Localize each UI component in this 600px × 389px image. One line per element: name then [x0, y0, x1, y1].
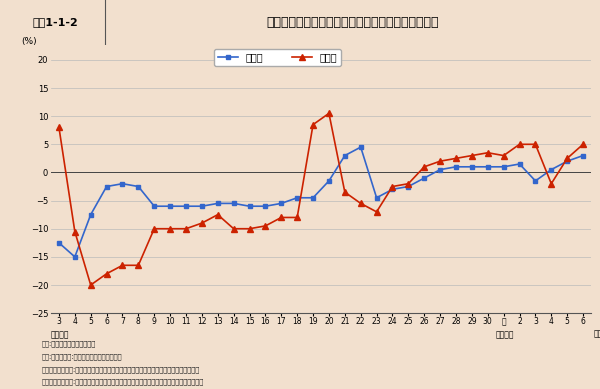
Text: 資料:国土交通省「地価公示」: 資料:国土交通省「地価公示」 [42, 340, 96, 347]
住宅地 [341, 153, 349, 158]
住宅地 [135, 184, 142, 189]
Text: （年）: （年） [594, 329, 600, 338]
商業地 [278, 215, 285, 220]
商業地 [230, 226, 237, 231]
住宅地 [389, 187, 396, 192]
Legend: 住宅地, 商業地: 住宅地, 商業地 [214, 49, 341, 67]
住宅地 [71, 254, 79, 259]
商業地 [563, 156, 571, 161]
Text: 注:三大都市圏:東京圏、大阪圏、名古屋圏: 注:三大都市圏:東京圏、大阪圏、名古屋圏 [42, 353, 122, 360]
Text: （令和）: （令和） [496, 331, 514, 340]
住宅地 [87, 212, 94, 217]
商業地 [357, 201, 364, 206]
商業地 [71, 229, 79, 234]
Text: 三大都市圏における地価の対前年平均変動率の推移: 三大都市圏における地価の対前年平均変動率の推移 [266, 16, 439, 29]
住宅地 [484, 165, 491, 169]
住宅地 [230, 201, 237, 206]
商業地 [341, 190, 349, 194]
住宅地 [468, 165, 475, 169]
住宅地 [516, 162, 523, 166]
住宅地 [246, 204, 253, 209]
商業地 [405, 181, 412, 186]
住宅地 [563, 159, 571, 163]
商業地 [452, 156, 460, 161]
商業地 [532, 142, 539, 147]
商業地 [262, 224, 269, 228]
商業地 [548, 181, 555, 186]
住宅地 [182, 204, 190, 209]
住宅地 [55, 240, 62, 245]
商業地 [484, 151, 491, 155]
Text: 図表1-1-2: 図表1-1-2 [32, 18, 79, 27]
商業地 [246, 226, 253, 231]
住宅地 [325, 179, 332, 183]
商業地 [516, 142, 523, 147]
商業地 [87, 283, 94, 287]
Text: 大　阪　圏:近畿圏整備法による既成都市区域及び近郊整備区域を含む市町村の区域: 大 阪 圏:近畿圏整備法による既成都市区域及び近郊整備区域を含む市町村の区域 [42, 379, 204, 385]
商業地 [325, 111, 332, 116]
住宅地 [548, 167, 555, 172]
Text: (%): (%) [22, 37, 37, 46]
住宅地 [278, 201, 285, 206]
Line: 住宅地: 住宅地 [57, 145, 585, 259]
Line: 商業地: 商業地 [56, 110, 586, 288]
商業地 [293, 215, 301, 220]
商業地 [103, 272, 110, 276]
住宅地 [151, 204, 158, 209]
商業地 [151, 226, 158, 231]
商業地 [580, 142, 587, 147]
住宅地 [214, 201, 221, 206]
住宅地 [103, 184, 110, 189]
住宅地 [452, 165, 460, 169]
商業地 [468, 153, 475, 158]
Text: 東　京　圏:首都圏整備法による既成市街地及び近郊整備地帯を含む市区町の区域: 東 京 圏:首都圏整備法による既成市街地及び近郊整備地帯を含む市区町の区域 [42, 366, 200, 373]
住宅地 [293, 195, 301, 200]
商業地 [119, 263, 126, 268]
商業地 [310, 122, 317, 127]
住宅地 [373, 195, 380, 200]
住宅地 [437, 167, 444, 172]
住宅地 [167, 204, 174, 209]
商業地 [135, 263, 142, 268]
商業地 [373, 210, 380, 214]
商業地 [167, 226, 174, 231]
住宅地 [310, 195, 317, 200]
住宅地 [580, 153, 587, 158]
商業地 [214, 212, 221, 217]
Text: （平成）: （平成） [51, 331, 70, 340]
住宅地 [532, 179, 539, 183]
住宅地 [198, 204, 205, 209]
商業地 [421, 165, 428, 169]
商業地 [182, 226, 190, 231]
住宅地 [357, 145, 364, 149]
住宅地 [262, 204, 269, 209]
商業地 [198, 221, 205, 226]
住宅地 [500, 165, 507, 169]
商業地 [500, 153, 507, 158]
住宅地 [405, 184, 412, 189]
住宅地 [421, 176, 428, 180]
商業地 [437, 159, 444, 163]
商業地 [55, 125, 62, 130]
住宅地 [119, 181, 126, 186]
商業地 [389, 184, 396, 189]
